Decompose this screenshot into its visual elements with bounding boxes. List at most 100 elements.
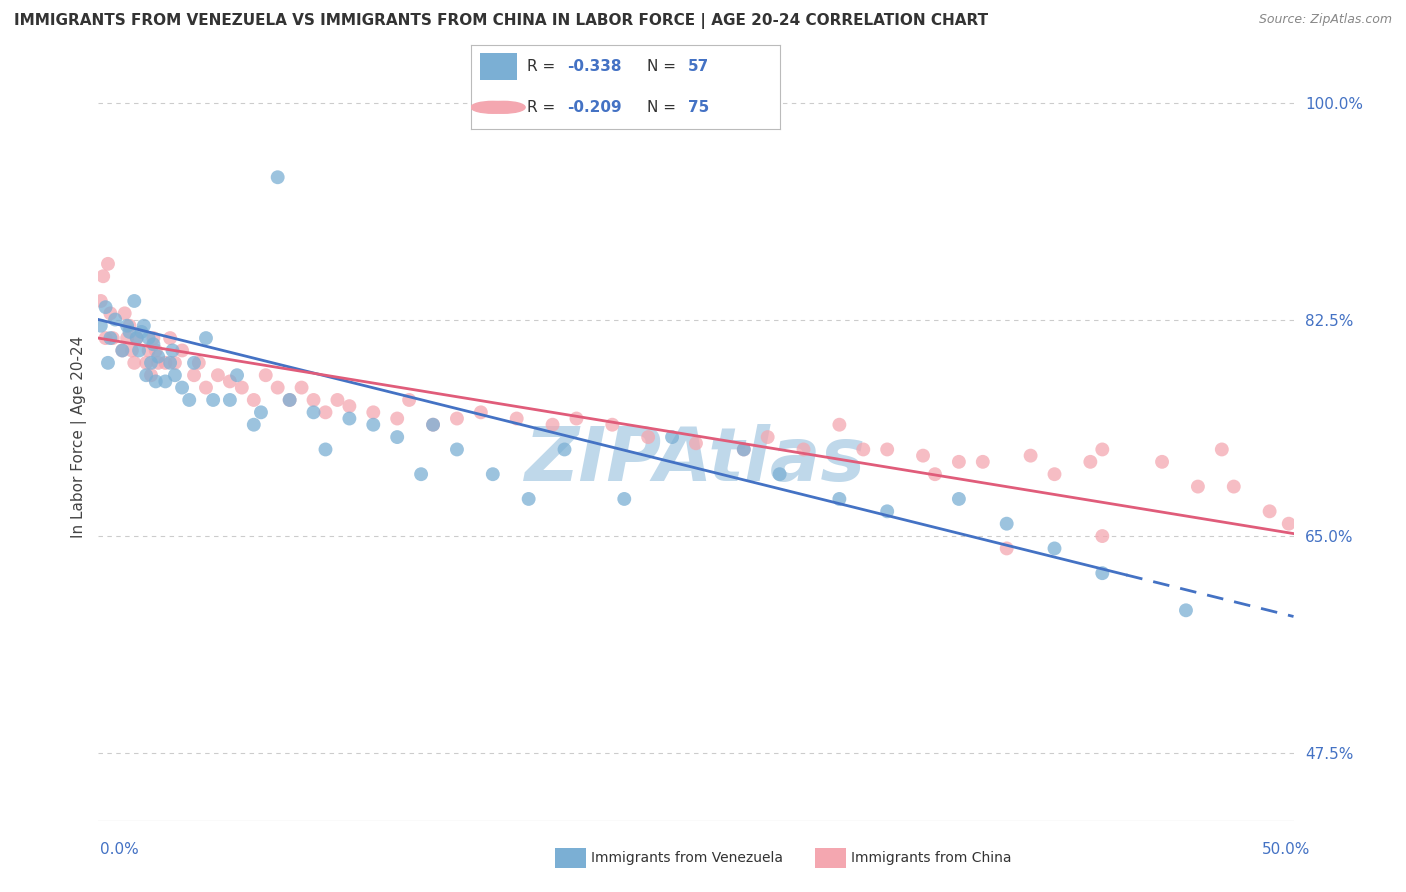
Point xyxy=(470,405,492,419)
Point xyxy=(179,392,201,407)
Point xyxy=(315,405,337,419)
Point xyxy=(876,504,898,518)
Point xyxy=(506,411,529,425)
Point xyxy=(1043,541,1066,556)
Point xyxy=(948,455,970,469)
Point xyxy=(254,368,277,383)
Point xyxy=(756,430,779,444)
Point xyxy=(97,257,120,271)
Point xyxy=(226,368,249,383)
Point xyxy=(90,318,112,333)
Point xyxy=(97,356,120,370)
Point xyxy=(187,356,209,370)
Point xyxy=(339,411,361,425)
Point xyxy=(422,417,444,432)
Point xyxy=(195,381,218,395)
Point xyxy=(145,375,167,389)
Point xyxy=(637,430,659,444)
Point xyxy=(613,491,636,506)
Point xyxy=(363,405,385,419)
Point xyxy=(148,350,170,364)
Point xyxy=(183,368,205,383)
Point xyxy=(876,442,898,457)
Point xyxy=(139,368,162,383)
Point xyxy=(315,442,337,457)
Point xyxy=(145,343,167,358)
Point xyxy=(302,405,325,419)
Text: 75: 75 xyxy=(688,100,709,115)
Point xyxy=(128,343,150,358)
Point xyxy=(142,331,165,345)
Point xyxy=(278,392,301,407)
Point xyxy=(685,436,707,450)
Point xyxy=(94,300,117,314)
Point xyxy=(1278,516,1301,531)
Point xyxy=(124,293,146,308)
Point xyxy=(446,411,468,425)
Text: 57: 57 xyxy=(688,59,709,74)
Point xyxy=(115,331,138,345)
Point xyxy=(278,392,301,407)
Point xyxy=(602,417,624,432)
Point xyxy=(195,331,218,345)
Point xyxy=(1258,504,1281,518)
Point xyxy=(339,399,361,413)
Point xyxy=(1091,566,1114,581)
Text: 0.0%: 0.0% xyxy=(100,842,139,856)
Point xyxy=(98,331,122,345)
FancyBboxPatch shape xyxy=(481,54,517,80)
Point xyxy=(138,331,160,345)
Point xyxy=(114,306,136,320)
Text: R =: R = xyxy=(527,59,560,74)
Point xyxy=(155,375,177,389)
Point xyxy=(162,343,184,358)
Point xyxy=(111,343,134,358)
Point xyxy=(398,392,420,407)
Text: R =: R = xyxy=(527,100,560,115)
Point xyxy=(91,269,114,284)
Point xyxy=(101,331,124,345)
Point xyxy=(155,356,177,370)
Text: N =: N = xyxy=(647,100,681,115)
Point xyxy=(135,356,157,370)
Point xyxy=(924,467,946,482)
Point xyxy=(1091,529,1114,543)
Text: IMMIGRANTS FROM VENEZUELA VS IMMIGRANTS FROM CHINA IN LABOR FORCE | AGE 20-24 CO: IMMIGRANTS FROM VENEZUELA VS IMMIGRANTS … xyxy=(14,13,988,29)
Point xyxy=(1152,455,1174,469)
Point xyxy=(202,392,225,407)
Point xyxy=(1091,442,1114,457)
Point xyxy=(565,411,588,425)
Point xyxy=(1175,603,1198,617)
Point xyxy=(363,417,385,432)
Point xyxy=(733,442,755,457)
Text: Source: ZipAtlas.com: Source: ZipAtlas.com xyxy=(1258,13,1392,27)
Point xyxy=(207,368,229,383)
Text: N =: N = xyxy=(647,59,681,74)
Point xyxy=(1019,449,1042,463)
Point xyxy=(291,381,314,395)
Text: 50.0%: 50.0% xyxy=(1263,842,1310,856)
Point xyxy=(138,343,160,358)
Point xyxy=(302,392,325,407)
Point xyxy=(163,356,186,370)
Point xyxy=(267,381,290,395)
Point xyxy=(385,411,409,425)
Point xyxy=(1080,455,1102,469)
Point xyxy=(118,325,141,339)
Point xyxy=(121,343,143,358)
Point xyxy=(793,442,815,457)
Point xyxy=(768,467,790,482)
Point xyxy=(94,331,117,345)
Point xyxy=(159,356,181,370)
Point xyxy=(972,455,994,469)
Point xyxy=(267,170,290,185)
Point xyxy=(125,331,148,345)
Point xyxy=(131,325,153,339)
Point xyxy=(243,417,266,432)
Point xyxy=(661,430,683,444)
Point xyxy=(995,516,1018,531)
Point xyxy=(995,541,1018,556)
Y-axis label: In Labor Force | Age 20-24: In Labor Force | Age 20-24 xyxy=(72,336,87,538)
Point xyxy=(104,312,127,326)
Point xyxy=(1043,467,1066,482)
